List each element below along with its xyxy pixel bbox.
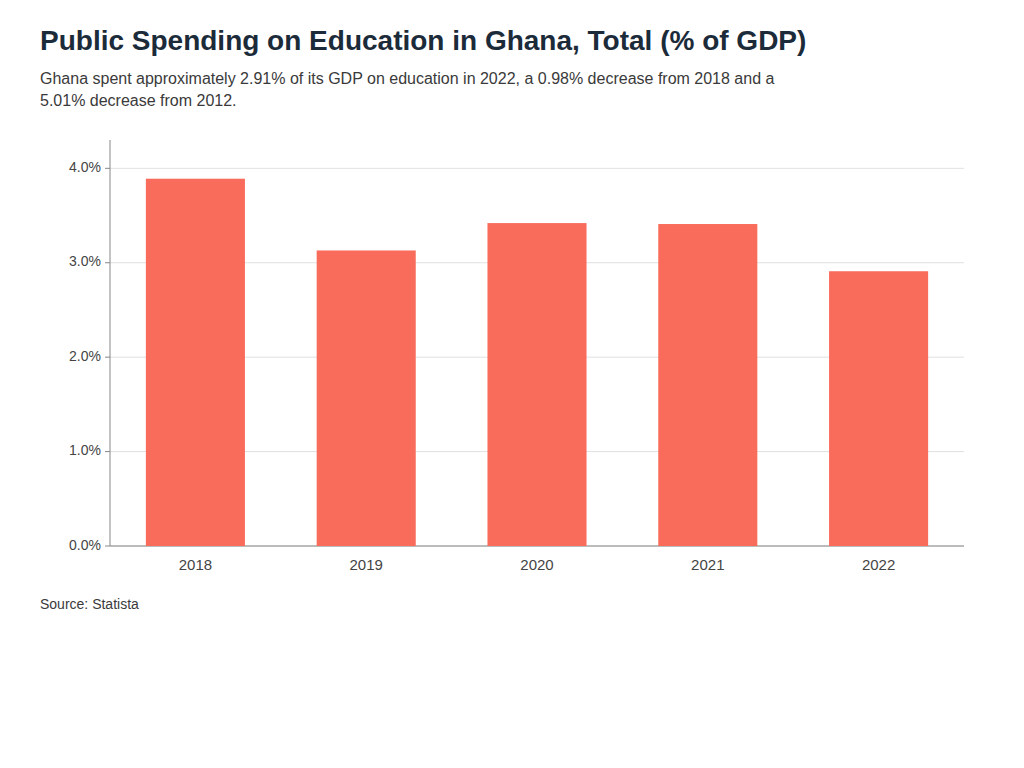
bar xyxy=(317,251,416,547)
y-tick xyxy=(105,168,110,169)
y-tick xyxy=(105,451,110,452)
y-tick-label: 1.0% xyxy=(69,443,101,459)
x-tick-label: 2018 xyxy=(179,556,212,573)
axes: 0.0% 1.0% 2.0% 3.0% 4.0% 2018 2019 2020 2021 2022 xyxy=(69,140,964,573)
y-tick xyxy=(105,357,110,358)
grid-line xyxy=(110,168,964,169)
page: Public Spending on Education in Ghana, T… xyxy=(0,0,1024,612)
x-tick-label: 2021 xyxy=(691,556,724,573)
bar xyxy=(146,179,245,546)
y-tick xyxy=(105,263,110,264)
y-tick xyxy=(105,546,110,547)
grid xyxy=(110,169,964,547)
title: Public Spending on Education in Ghana, T… xyxy=(40,24,984,58)
x-tick-label: 2019 xyxy=(350,556,383,573)
y-tick-label: 2.0% xyxy=(69,348,101,364)
bar xyxy=(487,223,586,546)
bars xyxy=(146,179,928,546)
source: Source: Statista xyxy=(40,596,984,612)
subtitle: Ghana spent approximately 2.91% of its G… xyxy=(40,68,800,113)
bar xyxy=(658,224,757,546)
bar xyxy=(829,272,928,547)
x-tick-label: 2020 xyxy=(520,556,553,573)
x-tick-label: 2022 xyxy=(862,556,895,573)
chart: 0.0% 1.0% 2.0% 3.0% 4.0% 2018 2019 2020 2021 2022 xyxy=(40,120,984,590)
y-tick-label: 4.0% xyxy=(69,159,101,175)
y-axis-line xyxy=(110,140,111,546)
y-tick-label: 3.0% xyxy=(69,254,101,270)
y-tick-label: 0.0% xyxy=(69,537,101,553)
